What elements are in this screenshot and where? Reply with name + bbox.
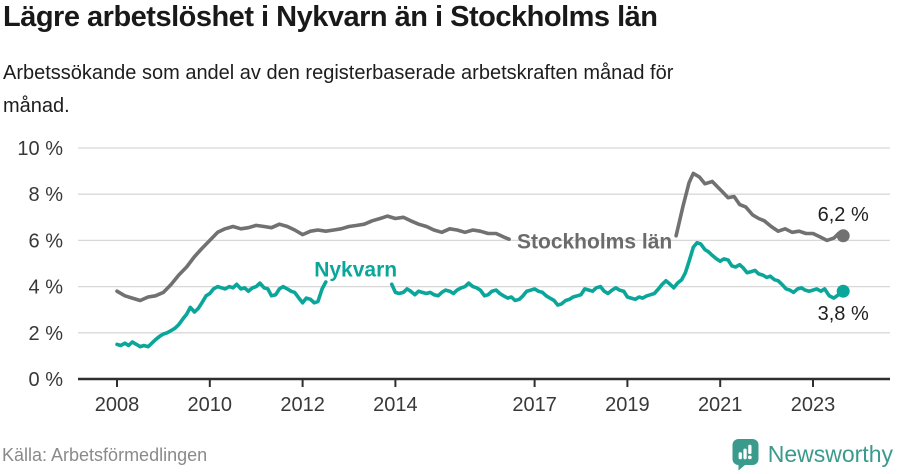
x-tick-label: 2023 [791, 394, 836, 416]
newsworthy-logo: Newsworthy [731, 438, 893, 471]
nykvarn-end-value-label: 3,8 % [818, 303, 869, 325]
bar-chart-speech-bubble-icon [732, 439, 759, 471]
y-tick-label: 6 % [29, 230, 64, 252]
stockholms-lan-line [674, 171, 846, 243]
nykvarn-line [115, 280, 328, 349]
y-tick-label: 10 % [17, 138, 63, 160]
stockholms-lan-end-dot [836, 229, 850, 243]
x-tick-label: 2017 [512, 394, 557, 416]
stockholms-lan-series-label: Stockholms län [517, 231, 672, 254]
x-tick-label: 2021 [698, 394, 743, 416]
y-tick-label: 2 % [29, 323, 64, 345]
nykvarn-line [389, 240, 846, 307]
x-tick-label: 2019 [605, 394, 650, 416]
page-title: Lägre arbetslöshet i Nykvarn än i Stockh… [3, 1, 658, 33]
y-tick-label: 0 % [29, 369, 64, 391]
x-tick-label: 2014 [373, 394, 418, 416]
x-tick-label: 2010 [188, 394, 233, 416]
source-attribution: Källa: Arbetsförmedlingen [2, 445, 208, 465]
chart-subtitle-line-2: månad. [3, 95, 70, 117]
nykvarn-end-dot [836, 284, 850, 298]
nykvarn-series-label: Nykvarn [314, 258, 397, 281]
stockholms-lan-line [115, 214, 511, 303]
chart-subtitle-line-1: Arbetssökande som andel av den registerb… [3, 62, 674, 84]
y-tick-label: 4 % [29, 277, 64, 299]
stockholms-lan-end-value-label: 6,2 % [818, 204, 869, 226]
chart-subtitle: Arbetssökande som andel av den registerb… [3, 57, 673, 123]
newsworthy-wordmark: Newsworthy [767, 441, 893, 467]
x-tick-label: 2008 [95, 394, 140, 416]
x-tick-label: 2012 [280, 394, 325, 416]
y-tick-label: 8 % [29, 184, 64, 206]
